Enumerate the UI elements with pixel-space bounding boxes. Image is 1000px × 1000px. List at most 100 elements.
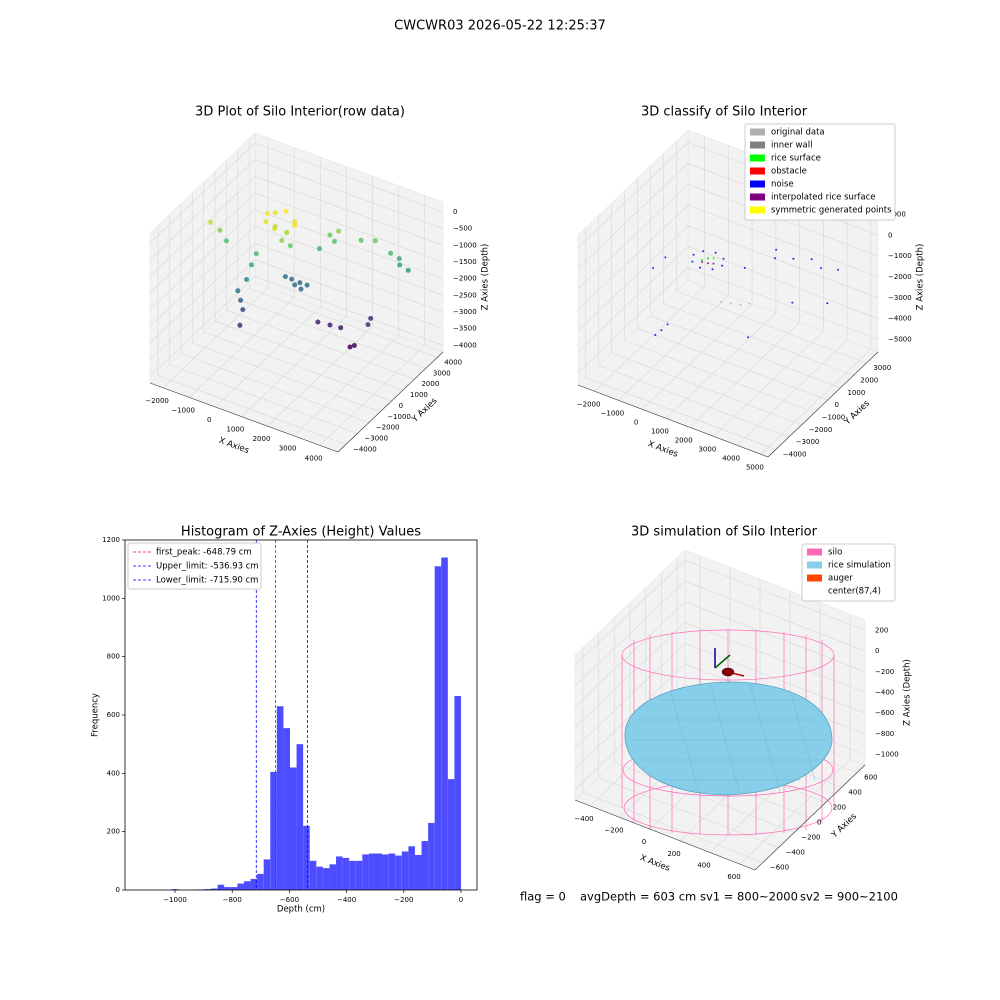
legend-label: obstacle: [771, 167, 807, 177]
grid-line: [574, 622, 686, 728]
data-point: [253, 251, 259, 257]
data-point: [396, 256, 402, 262]
z-tick-label: 1000: [888, 211, 906, 219]
grid-line: [254, 159, 444, 229]
data-point: [739, 303, 742, 306]
x-tick-label: −2000: [577, 400, 601, 408]
bar: [217, 884, 225, 890]
grid-line: [663, 303, 854, 376]
grid-line: [254, 226, 444, 296]
data-point: [249, 262, 254, 268]
y-tick-label: −3000: [364, 435, 388, 443]
grid-line: [637, 327, 828, 401]
bar: [316, 866, 323, 890]
z-tick-label: 0: [888, 231, 892, 239]
data-point: [282, 274, 288, 280]
data-point: [297, 280, 303, 286]
data-point: [292, 282, 298, 288]
legend-label: first_peak: -648.79 cm: [156, 548, 252, 558]
data-point: [347, 344, 353, 350]
y-tick-label: 0: [817, 819, 821, 827]
y-tick-label: −200: [801, 834, 820, 842]
bar: [211, 888, 218, 890]
y-tick-label: 200: [833, 804, 846, 812]
y-axis-line: [767, 351, 879, 458]
grid-line: [641, 304, 753, 410]
grid-line: [254, 259, 444, 329]
legend-box: [801, 543, 896, 602]
y-tick-label: 0: [835, 401, 839, 409]
y-tick-label: 1200: [102, 536, 120, 544]
y-tick-label: 600: [864, 774, 877, 782]
data-point: [332, 238, 337, 244]
data-point: [327, 322, 333, 328]
bar: [309, 860, 317, 890]
data-point: [664, 256, 667, 259]
legend-box: [744, 123, 896, 221]
data-point: [747, 336, 750, 339]
y-tick-label: −3000: [796, 438, 820, 446]
z-axis-label: Z Axies (Depth): [916, 244, 926, 311]
z-tick-label: −200: [875, 668, 894, 676]
x-axis-line: [577, 384, 769, 458]
data-point: [714, 251, 717, 254]
y-tick-label: 600: [107, 711, 120, 719]
x-tick-label: 0: [459, 896, 463, 904]
data-point: [792, 257, 795, 260]
data-point: [237, 322, 243, 328]
y-tick-label: −4000: [353, 445, 377, 453]
grid-line: [582, 792, 763, 863]
grid-line: [577, 183, 689, 290]
grid-line: [214, 320, 404, 391]
data-point: [264, 211, 270, 216]
grid-line: [650, 315, 841, 389]
data-point: [244, 277, 250, 282]
x-tick-label: −1000: [163, 896, 187, 904]
bar: [349, 860, 356, 890]
bar: [342, 857, 350, 890]
legend-swatch: [750, 128, 765, 136]
x-tick-label: 400: [697, 862, 710, 870]
grid-line: [577, 246, 689, 352]
z-tick-label: 0: [453, 208, 457, 216]
grid-line: [203, 331, 392, 402]
z-tick-label: −3000: [888, 294, 912, 302]
z-axis-label: Z Axies (Depth): [903, 659, 913, 726]
grid-line: [162, 287, 269, 389]
bar: [296, 744, 304, 890]
bar: [388, 853, 396, 890]
grid-line: [585, 377, 776, 450]
data-point: [272, 210, 278, 216]
legend-swatch: [807, 548, 822, 556]
grid-line: [736, 340, 848, 446]
bar: [283, 728, 290, 890]
grid-line: [760, 349, 872, 455]
legend-label: symmetric generated points: [771, 206, 892, 216]
x-tick-label: 4000: [305, 454, 323, 462]
grid-line: [574, 663, 686, 770]
chart-title: 3D Plot of Silo Interior(row data): [195, 105, 405, 120]
bar: [250, 878, 258, 890]
grid-line: [574, 580, 686, 687]
grid-line: [684, 622, 866, 693]
status-text: sv2 = 900~2100: [800, 890, 898, 904]
legend-swatch: [807, 574, 822, 582]
z-tick-label: 0: [875, 647, 879, 655]
grid-line: [149, 142, 256, 244]
data-point: [351, 343, 357, 348]
x-axis-line: [149, 382, 339, 453]
grid-line: [241, 316, 347, 417]
bar: [230, 887, 238, 890]
grid-line: [574, 642, 686, 749]
legend-swatch: [750, 167, 765, 175]
x-tick-label: 1000: [226, 426, 244, 434]
data-point: [774, 257, 776, 260]
data-point: [372, 238, 378, 244]
x-tick-label: −200: [394, 896, 413, 904]
data-point: [692, 253, 695, 256]
y-tick-label: −2000: [809, 426, 833, 434]
data-point: [699, 266, 702, 269]
grid-line: [614, 762, 795, 833]
grid-line: [149, 192, 256, 294]
legend-label: Lower_limit: -715.90 cm: [156, 576, 258, 586]
